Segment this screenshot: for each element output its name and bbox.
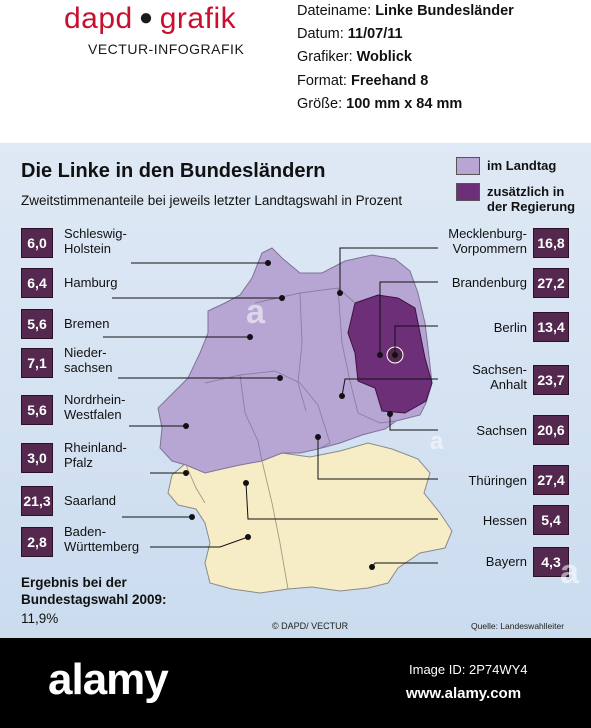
label-brandenburg: Brandenburg xyxy=(451,275,527,290)
label-line1: Nordrhein- xyxy=(64,392,126,407)
watermark-glyph: a xyxy=(246,293,265,331)
header: dapd ● grafik VECTUR-INFOGRAFIK Dateiname:… xyxy=(0,0,591,142)
meta-label: Grafiker: xyxy=(297,49,357,66)
meta-row-filename: Dateiname: Linke Bundesländer xyxy=(297,0,514,23)
value-hamburg: 6,4 xyxy=(21,268,53,298)
watermark-glyph: a xyxy=(430,428,444,455)
infographic-panel: Die Linke in den Bundesländern Zweitstim… xyxy=(0,143,591,638)
label-thueringen: Thüringen xyxy=(468,473,527,488)
alamy-logo: alamy xyxy=(48,655,169,704)
meta-row-size: Größe: 100 mm x 84 mm xyxy=(297,93,514,116)
value-sachsen: 20,6 xyxy=(533,415,569,445)
file-metadata: Dateiname: Linke Bundesländer Datum: 11/… xyxy=(297,0,514,116)
meta-label: Dateiname: xyxy=(297,3,376,19)
label-line2: Württemberg xyxy=(64,539,140,554)
label-line2: Pfalz xyxy=(64,455,93,470)
label-line2: Holstein xyxy=(64,241,111,256)
legend-label-line2: der Regierung xyxy=(487,199,576,214)
value-baden-wuerttemberg: 2,8 xyxy=(21,527,53,557)
logo-subtitle: VECTUR-INFOGRAFIK xyxy=(88,41,245,57)
value-thueringen: 27,4 xyxy=(533,465,569,495)
region-not-in-landtag xyxy=(167,442,453,594)
label-bayern: Bayern xyxy=(485,554,527,569)
leader-lines xyxy=(103,247,438,568)
value-bremen: 5,6 xyxy=(21,309,53,339)
meta-value: 11/07/11 xyxy=(347,26,403,43)
chart-title: Die Linke in den Bundesländern xyxy=(21,160,326,182)
germany-map xyxy=(103,247,453,594)
label-bremen: Bremen xyxy=(64,316,110,331)
label-mecklenburg-vorpommern: Mecklenburg- Vorpommern xyxy=(420,226,527,256)
source-note: Quelle: Landeswahlleiter xyxy=(471,621,565,631)
bw-bayern-border xyxy=(185,460,289,590)
label-berlin: Berlin xyxy=(493,320,527,335)
value-rheinland-pfalz: 3,0 xyxy=(21,443,53,473)
label-schleswig-holstein: Schleswig- Holstein xyxy=(64,226,127,256)
value-bayern: 4,3 xyxy=(533,547,569,577)
label-rheinland-pfalz: Rheinland- Pfalz xyxy=(64,440,127,470)
value-hessen: 5,4 xyxy=(533,505,569,535)
copyright: © DAPD/ VECTUR xyxy=(272,621,349,631)
label-sachsen: Sachsen xyxy=(476,423,527,438)
logo-grafik: grafik xyxy=(159,2,237,35)
meta-label: Datum: xyxy=(297,26,348,43)
value-nordrhein-westfalen: 5,6 xyxy=(21,395,53,425)
chart-subtitle: Zweitstimmenanteile bei jeweils letzter … xyxy=(21,193,403,208)
value-sachsen-anhalt: 23,7 xyxy=(533,365,569,395)
label-line1: Rheinland- xyxy=(64,440,127,455)
logo-dot: ● xyxy=(138,4,154,31)
label-line1: Mecklenburg- xyxy=(448,226,527,241)
value-brandenburg: 27,2 xyxy=(533,268,569,298)
watermark-glyph: a xyxy=(560,553,579,591)
label-baden-wuerttemberg: Baden- Württemberg xyxy=(64,524,139,554)
logo-dapd: dapd xyxy=(64,2,133,35)
meta-row-artist: Grafiker: Woblick xyxy=(297,46,514,69)
label-hessen: Hessen xyxy=(482,513,527,528)
value-schleswig-holstein: 6,0 xyxy=(21,228,53,258)
label-hamburg: Hamburg xyxy=(64,275,118,290)
meta-value: 100 mm x 84 mm xyxy=(346,95,463,112)
value-berlin: 13,4 xyxy=(533,312,569,342)
dapd-grafik-logo: dapd ● grafik xyxy=(64,2,236,36)
label-niedersachsen: Nieder-sachsen xyxy=(64,345,112,375)
label-line2: Anhalt xyxy=(490,377,527,392)
label-line1: Baden- xyxy=(64,524,106,539)
label-saarland: Saarland xyxy=(64,493,117,508)
legend-swatch-dark xyxy=(456,183,480,201)
label-line1: Sachsen- xyxy=(472,362,527,377)
meta-value: Freehand 8 xyxy=(350,72,429,89)
alamy-url: www.alamy.com xyxy=(406,685,522,702)
legend-label-line1: zusätzlich in xyxy=(487,184,565,199)
leader-dots xyxy=(183,260,398,570)
label-nordrhein-westfalen: Nordrhein- Westfalen xyxy=(64,392,125,422)
meta-row-format: Format: Freehand 8 xyxy=(297,70,514,93)
label-line1: Schleswig- xyxy=(64,226,127,241)
label-line2: sachsen xyxy=(64,360,113,375)
meta-row-date: Datum: 11/07/11 xyxy=(297,23,514,46)
federal-result-label-line1: Ergebnis bei der xyxy=(21,575,127,590)
federal-result-value: 11,9% xyxy=(21,611,59,626)
label-line2: Vorpommern xyxy=(452,241,527,256)
meta-value: Woblick xyxy=(356,49,412,66)
label-line1: Nieder- xyxy=(64,345,107,360)
label-line2: Westfalen xyxy=(64,407,122,422)
meta-label: Größe: xyxy=(297,95,347,112)
value-niedersachsen: 7,1 xyxy=(21,348,53,378)
image-id: Image ID: 2P74WY4 xyxy=(409,662,528,677)
legend-label: im Landtag xyxy=(487,158,557,173)
stock-footer: alamy Image ID: 2P74WY4 www.alamy.com xyxy=(0,638,591,728)
federal-result-label-line2: Bundestagswahl 2009: xyxy=(21,592,167,607)
meta-value: Linke Bundesländer xyxy=(375,3,514,19)
value-mecklenburg-vorpommern: 16,8 xyxy=(533,228,569,258)
label-sachsen-anhalt: Sachsen- Anhalt xyxy=(420,362,527,392)
legend-label: zusätzlich in der Regierung xyxy=(487,184,575,214)
value-saarland: 21,3 xyxy=(21,486,53,516)
legend-swatch-light xyxy=(456,157,480,175)
meta-label: Format: xyxy=(297,72,351,89)
